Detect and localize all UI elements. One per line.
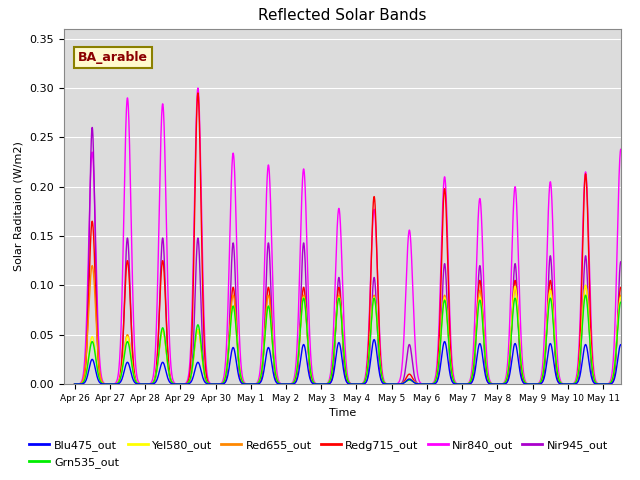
Redg715_out <box>429 381 437 386</box>
Line: Redg715_out: Redg715_out <box>75 93 639 384</box>
Yel580_out <box>479 317 486 323</box>
Grn535_out <box>429 381 436 386</box>
Redg715_out <box>423 381 431 387</box>
Nir840_out <box>479 251 486 256</box>
Nir840_out <box>423 381 431 387</box>
Line: Yel580_out: Yel580_out <box>75 285 639 384</box>
Blu475_out <box>429 381 437 387</box>
Nir840_out <box>515 266 523 272</box>
Nir840_out <box>186 357 194 363</box>
Blu475_out <box>479 355 486 360</box>
Redg715_out <box>548 301 556 307</box>
Yel580_out <box>635 381 640 387</box>
Redg715_out <box>635 381 640 387</box>
Nir945_out <box>628 381 636 387</box>
Yel580_out <box>515 321 522 327</box>
Redg715_out <box>194 90 202 96</box>
Red655_out <box>628 381 636 386</box>
Nir840_out <box>429 380 437 386</box>
Text: BA_arable: BA_arable <box>78 51 148 64</box>
Yel580_out <box>548 302 556 308</box>
Title: Reflected Solar Bands: Reflected Solar Bands <box>258 9 427 24</box>
Nir945_out <box>548 288 556 294</box>
Red655_out <box>423 381 431 387</box>
Nir840_out <box>548 216 556 222</box>
Nir945_out <box>88 125 96 131</box>
Yel580_out <box>429 381 436 386</box>
Nir840_out <box>628 380 636 386</box>
Yel580_out <box>186 377 194 383</box>
Redg715_out <box>71 381 79 387</box>
Red655_out <box>635 381 640 387</box>
Redg715_out <box>628 381 636 387</box>
Nir840_out <box>71 381 79 387</box>
Nir945_out <box>71 381 79 387</box>
Grn535_out <box>479 320 486 325</box>
Redg715_out <box>479 314 486 320</box>
Red655_out <box>515 326 523 332</box>
Blu475_out <box>515 360 523 366</box>
Yel580_out <box>71 381 79 387</box>
Blu475_out <box>370 337 378 343</box>
Y-axis label: Solar Raditaion (W/m2): Solar Raditaion (W/m2) <box>14 142 24 271</box>
Grn535_out <box>635 381 640 387</box>
Red655_out <box>186 376 194 382</box>
Yel580_out <box>628 381 636 386</box>
Nir945_out <box>515 329 523 335</box>
Line: Blu475_out: Blu475_out <box>75 340 639 384</box>
Blu475_out <box>548 350 556 356</box>
Grn535_out <box>548 309 556 315</box>
Line: Nir840_out: Nir840_out <box>75 88 639 384</box>
Blu475_out <box>628 381 636 387</box>
Blu475_out <box>186 380 194 386</box>
Legend: Blu475_out, Grn535_out, Yel580_out, Red655_out, Redg715_out, Nir840_out, Nir945_: Blu475_out, Grn535_out, Yel580_out, Red6… <box>25 436 612 472</box>
Blu475_out <box>423 381 431 387</box>
Nir840_out <box>194 85 202 91</box>
Line: Red655_out: Red655_out <box>75 265 639 384</box>
Red655_out <box>88 263 96 268</box>
Grn535_out <box>71 381 79 387</box>
Red655_out <box>479 315 486 321</box>
Line: Grn535_out: Grn535_out <box>75 295 639 384</box>
Grn535_out <box>515 328 522 334</box>
Nir840_out <box>635 381 640 387</box>
Nir945_out <box>186 378 194 384</box>
Nir945_out <box>479 312 486 318</box>
Red655_out <box>71 381 79 387</box>
Grn535_out <box>628 381 636 386</box>
Nir945_out <box>423 381 431 387</box>
Red655_out <box>548 304 556 310</box>
Redg715_out <box>515 328 523 334</box>
Blu475_out <box>71 381 79 387</box>
Redg715_out <box>186 368 194 374</box>
Grn535_out <box>582 292 589 298</box>
Line: Nir945_out: Nir945_out <box>75 128 639 384</box>
Yel580_out <box>582 282 589 288</box>
Blu475_out <box>635 381 640 387</box>
Grn535_out <box>186 376 194 382</box>
Grn535_out <box>423 381 431 387</box>
Nir945_out <box>635 381 640 387</box>
Nir945_out <box>429 381 437 387</box>
Yel580_out <box>423 381 431 387</box>
X-axis label: Time: Time <box>329 408 356 418</box>
Red655_out <box>429 381 437 386</box>
